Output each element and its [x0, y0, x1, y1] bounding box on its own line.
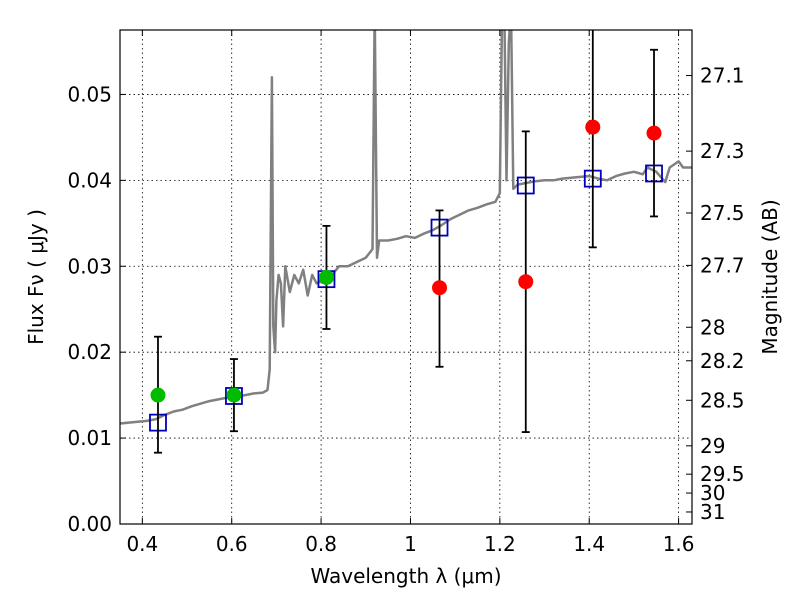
spectrum [120, 30, 692, 425]
y2-tick-label: 31 [700, 500, 725, 524]
y2-tick-label: 27.5 [700, 201, 745, 225]
x-tick-label: 1.4 [573, 532, 605, 556]
y2-tick-label: 28.2 [700, 349, 745, 373]
photometry-point [226, 387, 242, 403]
photometry-point [432, 280, 448, 296]
x-tick-label: 0.6 [216, 532, 248, 556]
photometry-points [150, 119, 662, 403]
y2-tick-label: 27.3 [700, 139, 745, 163]
y2-tick-label: 28.5 [700, 388, 745, 412]
y-tick-label: 0.02 [67, 340, 112, 364]
y2-axis-label: Magnitude (AB) [758, 199, 782, 354]
y-tick-label: 0.00 [67, 512, 112, 536]
x-tick-label: 0.4 [126, 532, 158, 556]
x-tick-label: 0.8 [305, 532, 337, 556]
y2-tick-label: 29.5 [700, 462, 745, 486]
photometry-point [318, 269, 334, 285]
y2-tick-label: 27.1 [700, 64, 745, 88]
y2-tick-label: 29 [700, 434, 725, 458]
y2-tick-label: 30 [700, 481, 725, 505]
photometry-point [646, 125, 662, 141]
model-points [149, 164, 663, 432]
x-tick-label: 1.6 [663, 532, 695, 556]
grid [120, 30, 692, 525]
axis-ticks: 0.4 0.6 0.8 1 1.2 1.4 1.6 0.00 0.01 0.02 0.03 0.04 0… [67, 30, 745, 556]
y2-tick-label: 28 [700, 315, 725, 339]
y-axis-label: Flux Fν ( μJy ) [24, 209, 48, 345]
plot-frame [119, 29, 693, 525]
x-tick-label: 1.2 [484, 532, 516, 556]
photometry-point [150, 387, 166, 403]
y-tick-label: 0.05 [67, 82, 112, 106]
x-tick-label: 1 [404, 532, 417, 556]
x-axis-label: Wavelength λ (μm) [310, 564, 501, 588]
spectrum-line [120, 30, 692, 425]
y-tick-label: 0.04 [67, 168, 112, 192]
photometry-point [518, 274, 534, 290]
y-tick-label: 0.03 [67, 254, 112, 278]
y-tick-label: 0.01 [67, 426, 112, 450]
photometry-point [585, 119, 601, 135]
y2-tick-label: 27.7 [700, 253, 745, 277]
